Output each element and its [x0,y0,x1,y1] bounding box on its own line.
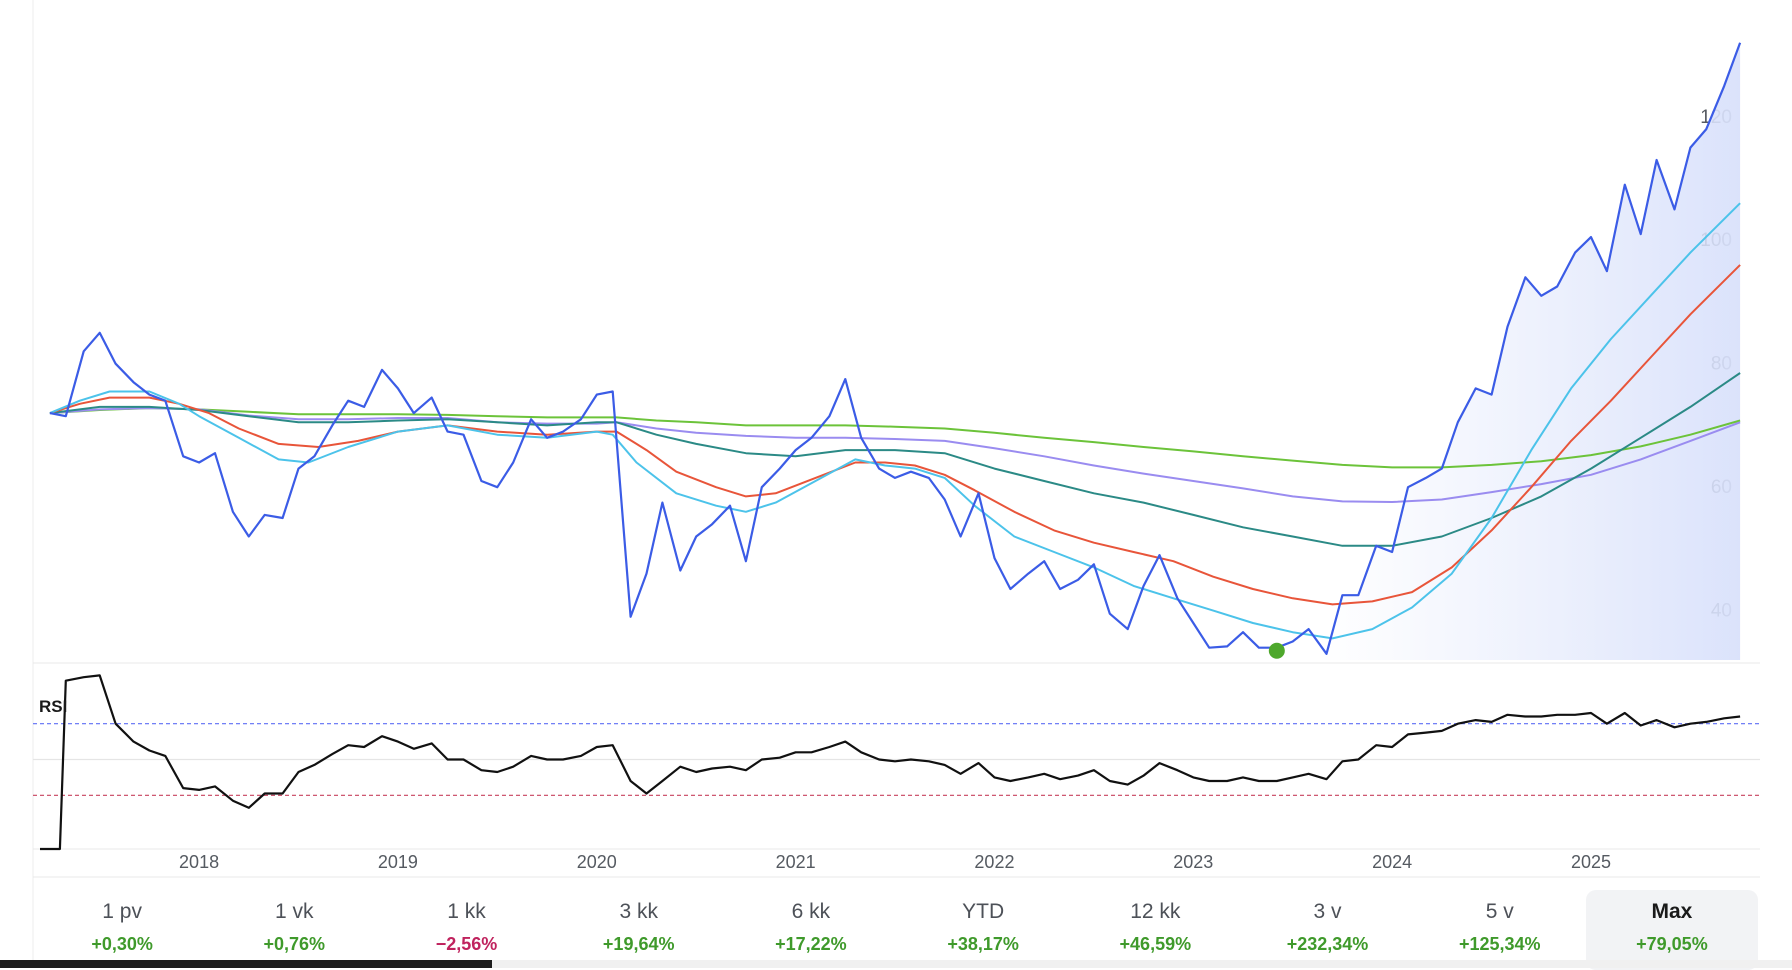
series-line-rsi [40,674,1741,851]
rsi-line-group [40,674,1741,851]
range-tab-label: Max [1651,900,1693,923]
price-line-group [49,42,1742,655]
time-range-selector: 1 pv +0,30% 1 vk +0,76% 1 kk −2,56% 3 kk… [36,878,1759,970]
range-tab-change: +38,17% [947,934,1019,954]
marker-group [1268,642,1285,659]
x-tick-label: 2023 [1173,852,1213,872]
x-tick-label: 2025 [1571,852,1611,872]
range-tab-change: +79,05% [1636,934,1708,954]
range-tab-12kk[interactable]: 12 kk +46,59% [1069,890,1241,970]
series-line-price [49,42,1742,655]
range-tab-change: +0,76% [263,934,326,954]
range-tab-change: +17,22% [775,934,847,954]
range-tab-max[interactable]: Max +79,05% [1585,890,1759,970]
range-tab-label: 1 vk [275,900,314,923]
x-tick-label: 2020 [577,852,617,872]
price-area-fill [49,42,1741,660]
event-marker[interactable] [1268,642,1285,659]
range-tab-label: 12 kk [1130,900,1181,923]
range-tab-1kk[interactable]: 1 kk −2,56% [380,890,552,970]
range-tab-label: 1 pv [102,900,142,923]
range-tab-1vk[interactable]: 1 vk +0,76% [208,890,380,970]
range-tab-label: YTD [962,900,1005,923]
range-tab-1pv[interactable]: 1 pv +0,30% [36,890,208,970]
range-tab-5v[interactable]: 5 v +125,34% [1414,890,1586,970]
rsi-reference-lines [33,723,1760,796]
series-line-ma_longer [49,407,1741,503]
x-tick-label: 2019 [378,852,418,872]
series-line-ma_fast [49,202,1741,640]
range-tab-6kk[interactable]: 6 kk +17,22% [725,890,897,970]
x-axis: 2018 2019 2020 2021 2022 2023 2024 2025 [179,852,1611,872]
range-tab-3kk[interactable]: 3 kk +19,64% [553,890,725,970]
price-area [49,42,1741,660]
bottom-edge-strip [0,960,492,968]
range-tab-label: 5 v [1485,900,1514,923]
range-tab-3v[interactable]: 3 v +232,34% [1241,890,1413,970]
range-tab-change: +19,64% [602,934,675,954]
x-tick-label: 2024 [1372,852,1412,872]
range-tab-label: 3 v [1313,900,1342,923]
range-tab-label: 6 kk [791,900,831,923]
range-tab-change: +232,34% [1286,934,1369,954]
x-tick-label: 2021 [776,852,816,872]
series-line-ma_slow [49,372,1741,547]
range-tab-change: +46,59% [1119,934,1192,954]
range-tab-change: −2,56% [435,934,498,954]
range-tab-label: 1 kk [447,900,486,923]
x-tick-label: 2018 [179,852,219,872]
bottom-edge-strip-light [492,960,1792,968]
range-tab-ytd[interactable]: YTD +38,17% [897,890,1069,970]
range-tab-label: 3 kk [619,900,658,923]
range-tab-change: +125,34% [1458,934,1541,954]
range-tab-change: +0,30% [91,934,153,954]
rsi-title: RSI [39,697,67,716]
x-tick-label: 2022 [974,852,1014,872]
